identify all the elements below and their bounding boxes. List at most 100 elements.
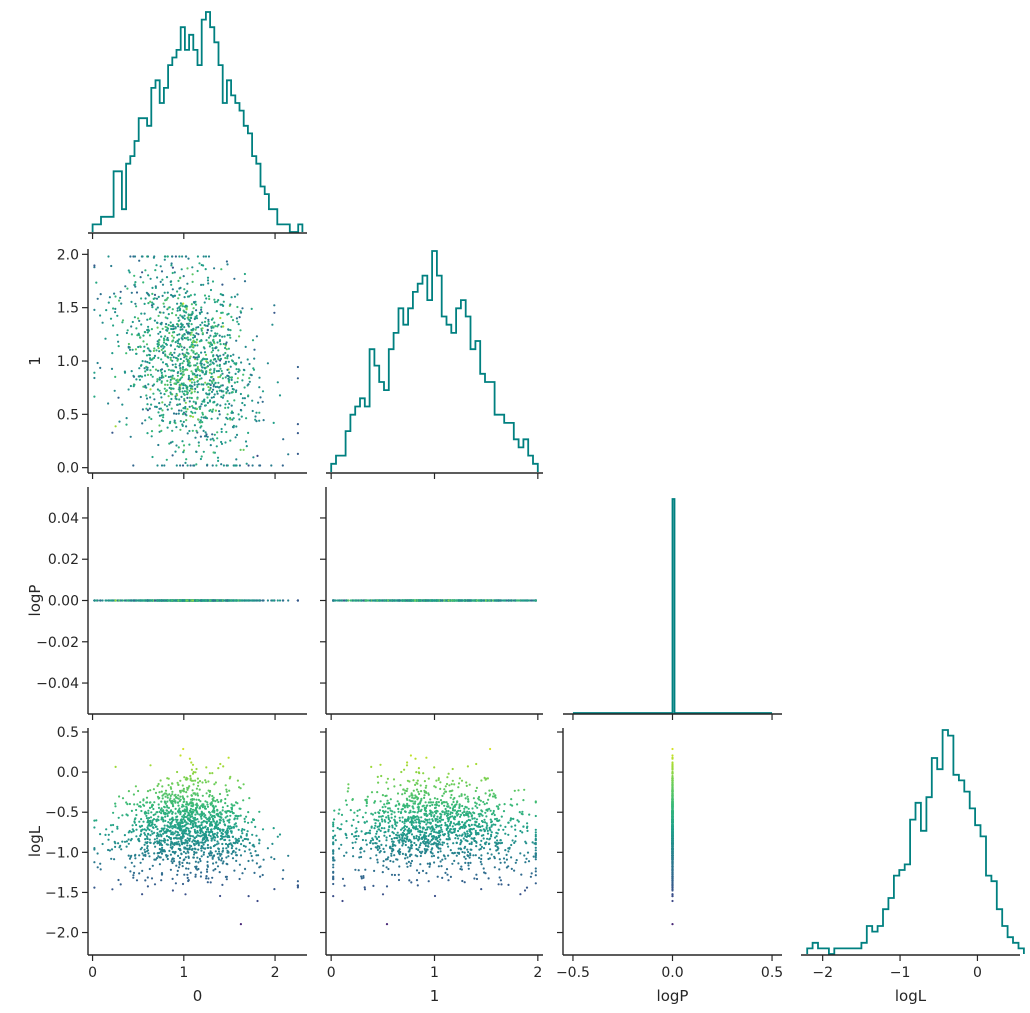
- scatter-point: [221, 809, 224, 812]
- scatter-point: [182, 384, 185, 387]
- scatter-point: [189, 316, 192, 319]
- scatter-point: [144, 360, 147, 363]
- scatter-point: [167, 356, 170, 359]
- scatter-point: [229, 365, 232, 368]
- scatter-point: [200, 329, 203, 332]
- scatter-point: [125, 840, 128, 843]
- scatter-point: [194, 356, 197, 359]
- scatter-point: [148, 361, 151, 365]
- scatter-point: [245, 462, 248, 465]
- scatter-point: [240, 415, 243, 418]
- scatter-point: [195, 429, 198, 432]
- scatter-point: [177, 840, 180, 843]
- scatter-point: [201, 327, 204, 330]
- scatter-point: [174, 326, 177, 329]
- scatter-point: [219, 354, 222, 357]
- scatter-point: [287, 453, 290, 456]
- scatter-point: [114, 307, 117, 310]
- scatter-point: [95, 599, 98, 602]
- scatter-point: [204, 416, 207, 419]
- scatter-point: [226, 355, 229, 358]
- scatter-point: [164, 374, 167, 377]
- scatter-point: [127, 388, 130, 391]
- scatter-point: [160, 368, 164, 371]
- scatter-point: [460, 599, 463, 602]
- scatter-point: [150, 877, 154, 880]
- scatter-point: [132, 464, 135, 467]
- scatter-point: [220, 440, 223, 444]
- scatter-point: [159, 265, 162, 268]
- scatter-point: [131, 320, 134, 324]
- scatter-point: [154, 405, 157, 408]
- scatter-point: [138, 378, 141, 381]
- scatter-point: [129, 255, 132, 258]
- scatter-point: [197, 326, 200, 329]
- scatter-point: [208, 379, 211, 382]
- scatter-point: [187, 352, 190, 355]
- scatter-point: [222, 300, 225, 303]
- scatter-point: [178, 386, 181, 389]
- scatter-point: [146, 373, 150, 376]
- scatter-point: [196, 397, 199, 400]
- scatter-point: [140, 255, 143, 258]
- scatter-point: [165, 322, 168, 326]
- scatter-point: [233, 277, 236, 280]
- scatter-point: [191, 385, 194, 388]
- scatter-point: [114, 295, 117, 298]
- scatter-point: [220, 311, 223, 314]
- scatter-point: [240, 599, 243, 602]
- scatter-point: [216, 341, 219, 344]
- scatter-point: [181, 348, 184, 351]
- scatter-point: [160, 270, 164, 273]
- scatter-point: [187, 257, 190, 260]
- scatter-point: [191, 280, 194, 283]
- scatter-point: [140, 323, 143, 326]
- scatter-point: [276, 381, 279, 384]
- scatter-point: [270, 464, 273, 467]
- scatter-point: [149, 369, 152, 372]
- scatter-point: [111, 352, 114, 355]
- scatter-point: [214, 334, 218, 337]
- scatter-point: [183, 326, 186, 329]
- scatter-point: [204, 268, 207, 271]
- scatter-point: [138, 319, 141, 322]
- scatter-point: [226, 827, 229, 830]
- scatter-point: [161, 361, 165, 364]
- scatter-point: [205, 297, 208, 300]
- scatter-point: [138, 872, 141, 875]
- scatter-point: [200, 849, 203, 852]
- scatter-point: [178, 306, 181, 309]
- scatter-point: [93, 371, 96, 374]
- scatter-point: [230, 315, 233, 318]
- scatter-point: [230, 296, 233, 299]
- scatter-point: [238, 335, 241, 338]
- scatter-point: [111, 599, 114, 602]
- scatter-point: [179, 328, 182, 331]
- scatter-point: [179, 856, 182, 860]
- scatter-point: [186, 795, 189, 798]
- scatter-point: [216, 385, 219, 388]
- scatter-point: [121, 840, 124, 843]
- scatter-point: [222, 304, 225, 307]
- scatter-0-vs-logL: [93, 747, 299, 926]
- scatter-point: [216, 392, 219, 395]
- scatter-point: [127, 838, 130, 841]
- scatter-point: [162, 351, 165, 355]
- scatter-point: [183, 390, 186, 393]
- scatter-point: [157, 341, 160, 344]
- scatter-point: [207, 336, 211, 339]
- scatter-point: [198, 262, 201, 265]
- scatter-point: [216, 325, 219, 328]
- scatter-point: [188, 389, 191, 392]
- scatter-point: [228, 334, 231, 337]
- scatter-point: [210, 396, 213, 399]
- scatter-point: [210, 351, 213, 354]
- scatter-point: [214, 385, 217, 388]
- scatter-point: [214, 332, 217, 335]
- scatter-point: [211, 857, 214, 860]
- scatter-point: [235, 854, 238, 857]
- scatter-point: [199, 405, 202, 408]
- scatter-point: [168, 793, 171, 796]
- scatter-point: [155, 811, 158, 814]
- scatter-point: [173, 351, 176, 354]
